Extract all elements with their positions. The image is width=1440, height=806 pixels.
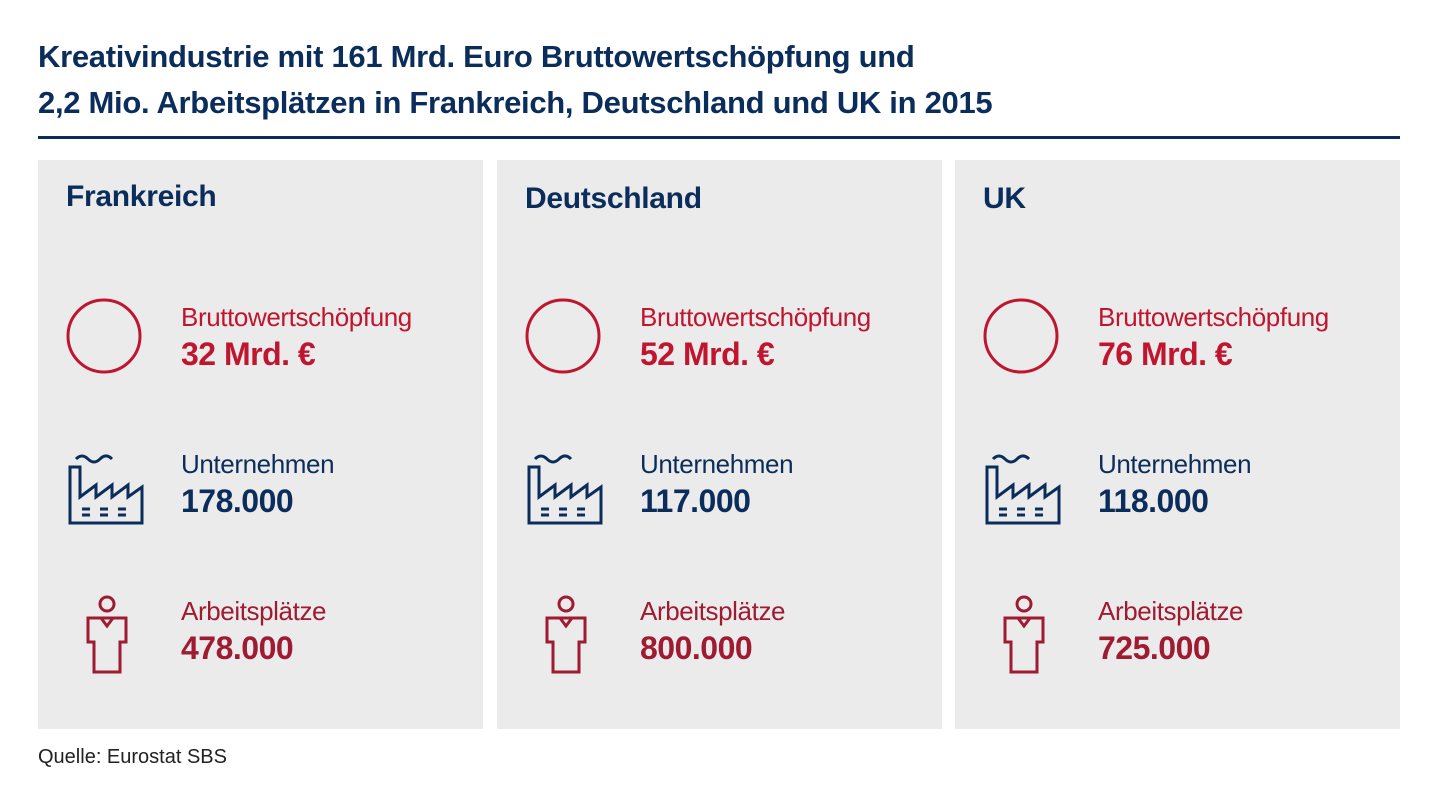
companies-value: 178.000: [181, 483, 294, 519]
companies-row: Unternehmen 118.000: [955, 443, 1400, 533]
companies-row: Unternehmen 117.000: [497, 443, 942, 533]
gva-value: 76 Mrd. €: [1098, 336, 1233, 372]
circle-icon: [66, 298, 142, 374]
companies-row: Unternehmen 178.000: [38, 443, 483, 533]
jobs-value: 478.000: [181, 630, 294, 666]
country-title: UK: [983, 182, 1026, 215]
jobs-label: Arbeitsplätze: [640, 596, 786, 626]
companies-label: Unternehmen: [1098, 449, 1252, 479]
country-title: Deutschland: [525, 182, 702, 215]
gva-row: Bruttowertschöpfung 52 Mrd. €: [497, 296, 942, 386]
gva-value: 32 Mrd. €: [181, 336, 316, 372]
circle-icon: [525, 298, 601, 374]
jobs-row: Arbeitsplätze 725.000: [955, 590, 1400, 680]
jobs-row: Arbeitsplätze 800.000: [497, 590, 942, 680]
title-line-2: 2,2 Mio. Arbeitsplätzen in Frankreich, D…: [38, 85, 993, 120]
factory-icon: [527, 454, 603, 525]
panel-uk: UK Bruttowertschöpfung 76 Mrd. € Unterne…: [955, 160, 1400, 729]
gva-value: 52 Mrd. €: [640, 336, 775, 372]
jobs-value: 800.000: [640, 630, 753, 666]
gva-row: Bruttowertschöpfung 32 Mrd. €: [38, 296, 483, 386]
circle-icon: [983, 298, 1059, 374]
companies-label: Unternehmen: [181, 449, 335, 479]
companies-value: 117.000: [640, 483, 751, 519]
country-title: Frankreich: [66, 180, 217, 213]
gva-label: Bruttowertschöpfung: [1098, 302, 1329, 332]
companies-value: 118.000: [1098, 483, 1209, 519]
jobs-row: Arbeitsplätze 478.000: [38, 590, 483, 680]
panel-frankreich: Frankreich Bruttowertschöpfung 32 Mrd. €…: [38, 160, 483, 729]
source-note: Quelle: Eurostat SBS: [38, 746, 227, 768]
gva-label: Bruttowertschöpfung: [181, 302, 412, 332]
gva-label: Bruttowertschöpfung: [640, 302, 871, 332]
person-icon: [1003, 595, 1045, 674]
factory-icon: [985, 454, 1061, 525]
person-icon: [86, 595, 128, 674]
chart-title: Kreativindustrie mit 161 Mrd. Euro Brutt…: [38, 34, 1338, 126]
person-icon: [545, 595, 587, 674]
title-divider: [38, 136, 1400, 139]
factory-icon: [68, 454, 144, 525]
title-line-1: Kreativindustrie mit 161 Mrd. Euro Brutt…: [38, 39, 915, 74]
gva-row: Bruttowertschöpfung 76 Mrd. €: [955, 296, 1400, 386]
companies-label: Unternehmen: [640, 449, 794, 479]
jobs-label: Arbeitsplätze: [1098, 596, 1244, 626]
jobs-label: Arbeitsplätze: [181, 596, 327, 626]
jobs-value: 725.000: [1098, 630, 1211, 666]
panel-deutschland: Deutschland Bruttowertschöpfung 52 Mrd. …: [497, 160, 942, 729]
